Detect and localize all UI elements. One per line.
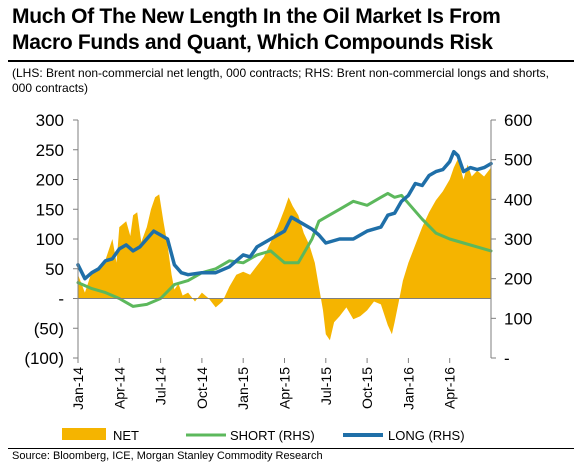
series-net-area (78, 158, 491, 341)
x-axis-tick-label: Jan-14 (70, 367, 86, 410)
axis-marks: 300 250 200 150 100 50 - (50) (100) 600 500 400 300 2… (24, 111, 532, 410)
title-divider (8, 60, 574, 62)
legend-label: SHORT (RHS) (230, 428, 315, 443)
right-axis-tick-label: 600 (504, 111, 532, 130)
source-divider (8, 448, 574, 449)
series-short-line (76, 191, 493, 308)
series-long-line (76, 149, 493, 281)
legend-label: LONG (RHS) (388, 428, 465, 443)
left-axis-tick-label: 300 (36, 111, 64, 130)
left-axis-tick-label: 50 (45, 260, 64, 279)
right-axis-tick-label: - (504, 349, 510, 368)
chart-subtitle: (LHS: Brent non-commercial net length, 0… (12, 66, 549, 95)
right-axis-tick-label: 100 (504, 309, 532, 328)
left-axis-tick-label: (50) (34, 319, 64, 338)
right-axis-tick-label: 300 (504, 230, 532, 249)
x-axis-tick-label: Oct-14 (194, 367, 210, 409)
x-axis-tick-label: Apr-14 (111, 367, 127, 409)
left-axis-tick-label: 100 (36, 230, 64, 249)
left-axis-tick-label: (100) (24, 349, 64, 368)
right-axis-tick-label: 200 (504, 270, 532, 289)
plot-marks (76, 149, 493, 341)
x-axis-tick-label: Apr-16 (442, 367, 458, 409)
x-axis-tick-label: Apr-15 (277, 367, 293, 409)
x-axis-tick-label: Jan-15 (235, 367, 251, 410)
chart-legend: NET SHORT (RHS) LONG (RHS) (62, 428, 465, 443)
legend-swatch-net (62, 428, 106, 440)
chart-title-line-2: Macro Funds and Quant, Which Compounds R… (12, 31, 493, 54)
x-axis-tick-label: Oct-15 (359, 367, 375, 409)
source-note: Source: Bloomberg, ICE, Morgan Stanley C… (12, 450, 323, 462)
chart-title-line-1: Much Of The New Length In the Oil Market… (12, 5, 501, 28)
left-axis-tick-label: 150 (36, 200, 64, 219)
x-axis-tick-label: Jul-15 (318, 367, 334, 405)
right-axis-tick-label: 500 (504, 151, 532, 170)
left-axis-tick-label: - (58, 290, 64, 309)
legend-label: NET (113, 428, 139, 443)
right-axis-tick-label: 400 (504, 190, 532, 209)
left-axis-tick-label: 250 (36, 141, 64, 160)
x-axis-tick-label: Jul-14 (153, 367, 169, 405)
left-axis-tick-label: 200 (36, 171, 64, 190)
chart-title: Much Of The New Length In the Oil Market… (12, 4, 572, 56)
chart-plot: 300 250 200 150 100 50 - (50) (100) 600 500 400 300 2… (24, 111, 532, 443)
x-axis-tick-label: Jan-16 (400, 367, 416, 410)
